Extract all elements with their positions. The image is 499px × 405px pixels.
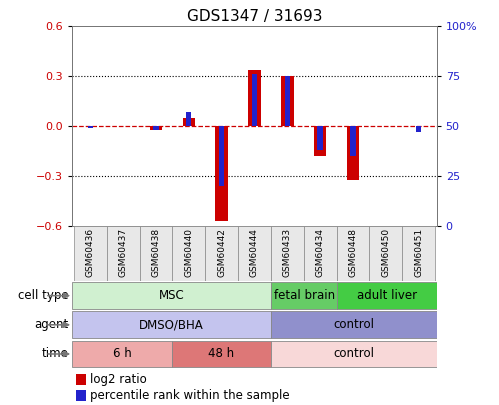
Text: GSM60436: GSM60436 <box>86 228 95 277</box>
Bar <box>317 126 323 150</box>
Bar <box>252 75 257 126</box>
Text: GSM60444: GSM60444 <box>250 228 259 277</box>
Bar <box>216 126 228 222</box>
Text: cell type: cell type <box>18 289 69 302</box>
Bar <box>88 126 93 128</box>
Bar <box>271 282 337 309</box>
Text: 6 h: 6 h <box>113 347 131 360</box>
Text: GSM60433: GSM60433 <box>283 228 292 277</box>
FancyBboxPatch shape <box>205 226 238 281</box>
Text: GSM60450: GSM60450 <box>381 228 390 277</box>
Text: agent: agent <box>34 318 69 331</box>
Bar <box>183 118 195 126</box>
Text: adult liver: adult liver <box>357 289 417 302</box>
Text: control: control <box>333 318 374 331</box>
Bar <box>150 126 162 130</box>
FancyBboxPatch shape <box>369 226 402 281</box>
Text: fetal brain: fetal brain <box>273 289 335 302</box>
Text: log2 ratio: log2 ratio <box>90 373 147 386</box>
Bar <box>271 341 437 367</box>
Text: GSM60448: GSM60448 <box>348 228 357 277</box>
FancyBboxPatch shape <box>304 226 336 281</box>
Text: GSM60442: GSM60442 <box>217 228 226 277</box>
Text: percentile rank within the sample: percentile rank within the sample <box>90 389 289 402</box>
Text: GSM60440: GSM60440 <box>184 228 193 277</box>
Bar <box>219 126 224 186</box>
Bar <box>72 311 271 338</box>
Text: time: time <box>42 347 69 360</box>
Bar <box>186 112 192 126</box>
Bar <box>72 341 172 367</box>
Bar <box>76 374 86 385</box>
Bar <box>281 77 293 126</box>
Text: GSM60438: GSM60438 <box>152 228 161 277</box>
Text: DMSO/BHA: DMSO/BHA <box>139 318 204 331</box>
Text: MSC: MSC <box>159 289 185 302</box>
Bar <box>72 282 271 309</box>
Bar <box>271 311 437 338</box>
Bar <box>416 126 421 132</box>
Text: GSM60434: GSM60434 <box>316 228 325 277</box>
Bar <box>76 390 86 401</box>
Bar <box>337 282 437 309</box>
FancyBboxPatch shape <box>336 226 369 281</box>
Text: 48 h: 48 h <box>208 347 235 360</box>
Bar <box>347 126 359 180</box>
Text: control: control <box>333 347 374 360</box>
FancyBboxPatch shape <box>271 226 304 281</box>
Bar <box>285 77 290 126</box>
FancyBboxPatch shape <box>402 226 435 281</box>
FancyBboxPatch shape <box>173 226 205 281</box>
Bar <box>314 126 326 156</box>
FancyBboxPatch shape <box>238 226 271 281</box>
Text: GSM60437: GSM60437 <box>119 228 128 277</box>
FancyBboxPatch shape <box>140 226 173 281</box>
FancyBboxPatch shape <box>74 226 107 281</box>
Bar <box>153 126 159 130</box>
Bar <box>172 341 271 367</box>
Bar <box>350 126 356 156</box>
Text: GSM60451: GSM60451 <box>414 228 423 277</box>
Title: GDS1347 / 31693: GDS1347 / 31693 <box>187 9 322 24</box>
Bar <box>249 70 260 126</box>
FancyBboxPatch shape <box>107 226 140 281</box>
